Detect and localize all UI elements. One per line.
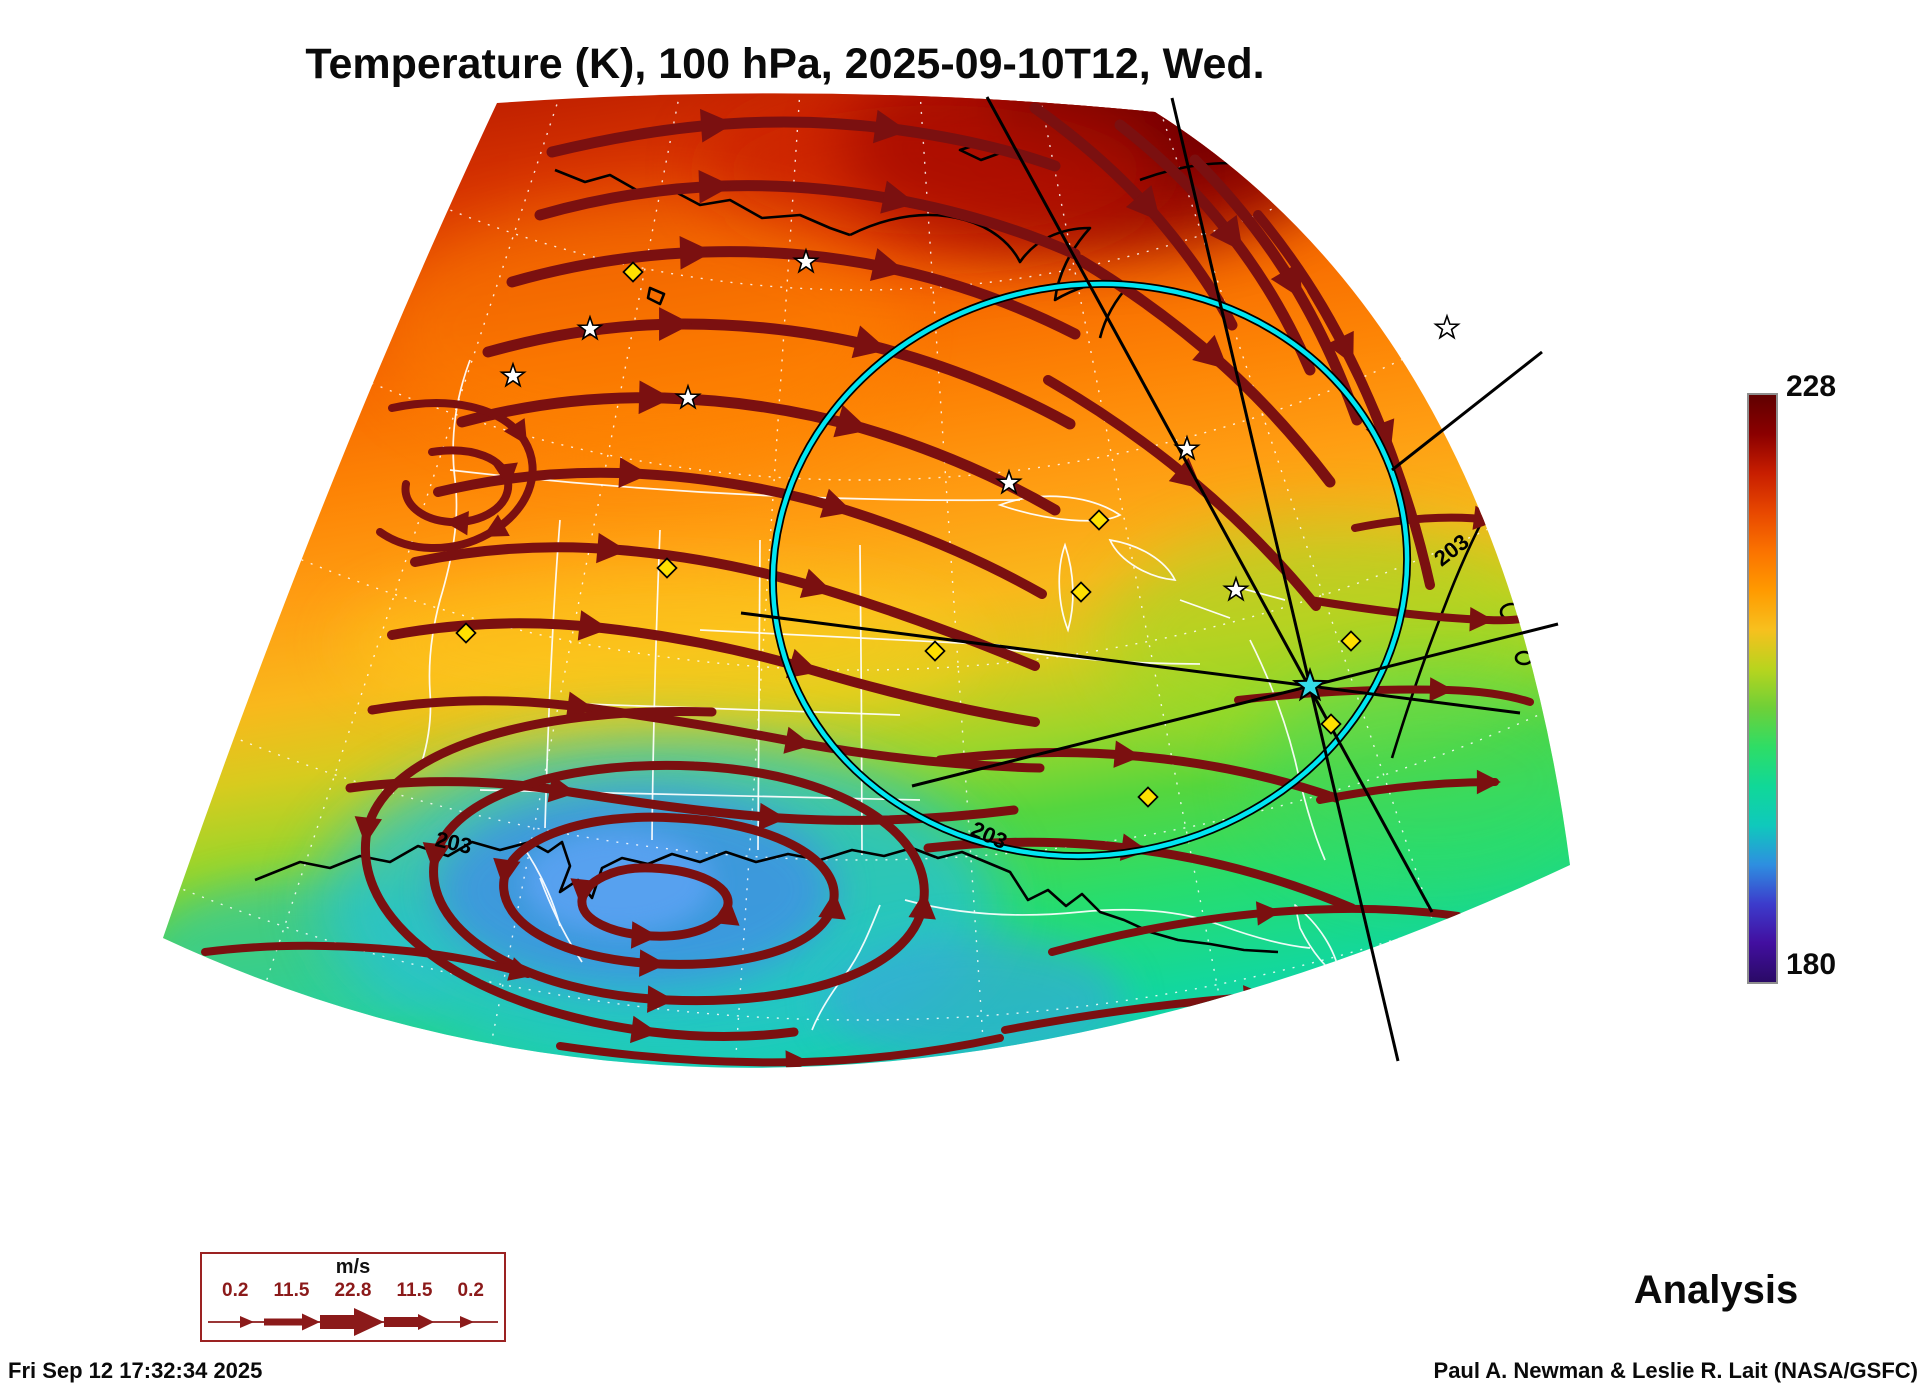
legend-speed-values: 0.2 11.5 22.8 11.5 0.2 — [202, 1280, 504, 1302]
credit-line: Paul A. Newman & Leslie R. Lait (NASA/GS… — [1433, 1358, 1918, 1383]
legend-units-label: m/s — [335, 1256, 371, 1278]
legend-speed-3: 11.5 — [396, 1280, 433, 1301]
wind-speed-legend: m/s 0.2 11.5 22.8 11.5 0.2 — [200, 1252, 506, 1342]
bearing-lines — [740, 96, 1559, 1062]
legend-speed-0: 0.2 — [222, 1280, 249, 1301]
range-circle — [768, 279, 1412, 861]
analysis-label: Analysis — [1633, 1268, 1799, 1312]
legend-speed-2: 22.8 — [334, 1280, 372, 1301]
page-title: Temperature (K), 100 hPa, 2025-09-10T12,… — [305, 40, 1265, 88]
legend-speed-1: 11.5 — [273, 1280, 310, 1301]
map-fill-region — [163, 93, 1570, 1068]
city-star-marker — [1434, 315, 1460, 339]
plot-timestamp: Fri Sep 12 17:32:34 2025 — [8, 1358, 263, 1383]
colorbar-max-label: 228 — [1786, 370, 1837, 403]
legend-arrow-glyph — [208, 1308, 498, 1336]
colorbar-min-label: 180 — [1786, 948, 1837, 981]
legend-speed-4: 0.2 — [457, 1280, 484, 1301]
colorbar — [1747, 393, 1778, 984]
